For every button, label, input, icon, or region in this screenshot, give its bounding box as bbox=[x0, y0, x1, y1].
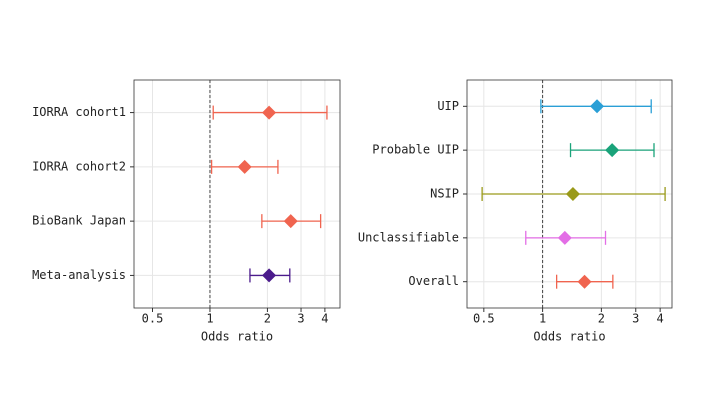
point-estimate bbox=[565, 187, 580, 201]
x-tick-label: 3 bbox=[632, 312, 639, 326]
x-axis-title: Odds ratio bbox=[201, 330, 273, 344]
y-tick-label: Meta-analysis bbox=[32, 268, 126, 282]
x-tick-label: 0.5 bbox=[473, 312, 495, 326]
point-estimate bbox=[557, 230, 572, 245]
point-estimate bbox=[262, 105, 277, 120]
point-estimate bbox=[237, 159, 252, 174]
y-tick-label: Unclassifiable bbox=[358, 230, 459, 244]
y-tick-label: BioBank Japan bbox=[32, 214, 126, 228]
y-tick-label: Overall bbox=[408, 274, 459, 288]
point-estimate bbox=[590, 99, 605, 114]
point-estimate bbox=[262, 268, 277, 283]
point-estimate bbox=[577, 274, 592, 289]
plot-border bbox=[466, 79, 673, 309]
x-tick-label: 3 bbox=[297, 312, 304, 326]
y-tick-label: IORRA cohort2 bbox=[32, 159, 126, 173]
x-axis-title: Odds ratio bbox=[533, 330, 605, 344]
x-tick-label: 2 bbox=[264, 312, 271, 326]
y-tick-label: Probable UIP bbox=[372, 143, 459, 157]
x-tick-label: 4 bbox=[657, 312, 664, 326]
y-tick-label: NSIP bbox=[430, 187, 459, 201]
x-tick-label: 4 bbox=[321, 312, 328, 326]
y-tick-label: UIP bbox=[437, 99, 459, 113]
point-estimate bbox=[605, 143, 620, 158]
x-tick-label: 1 bbox=[539, 312, 546, 326]
x-tick-label: 1 bbox=[206, 312, 213, 326]
point-estimate bbox=[283, 214, 298, 229]
plot-border bbox=[133, 79, 341, 309]
plot-panel bbox=[134, 80, 340, 308]
x-tick-label: 2 bbox=[598, 312, 605, 326]
x-tick-label: 0.5 bbox=[142, 312, 164, 326]
y-tick-label: IORRA cohort1 bbox=[32, 105, 126, 119]
